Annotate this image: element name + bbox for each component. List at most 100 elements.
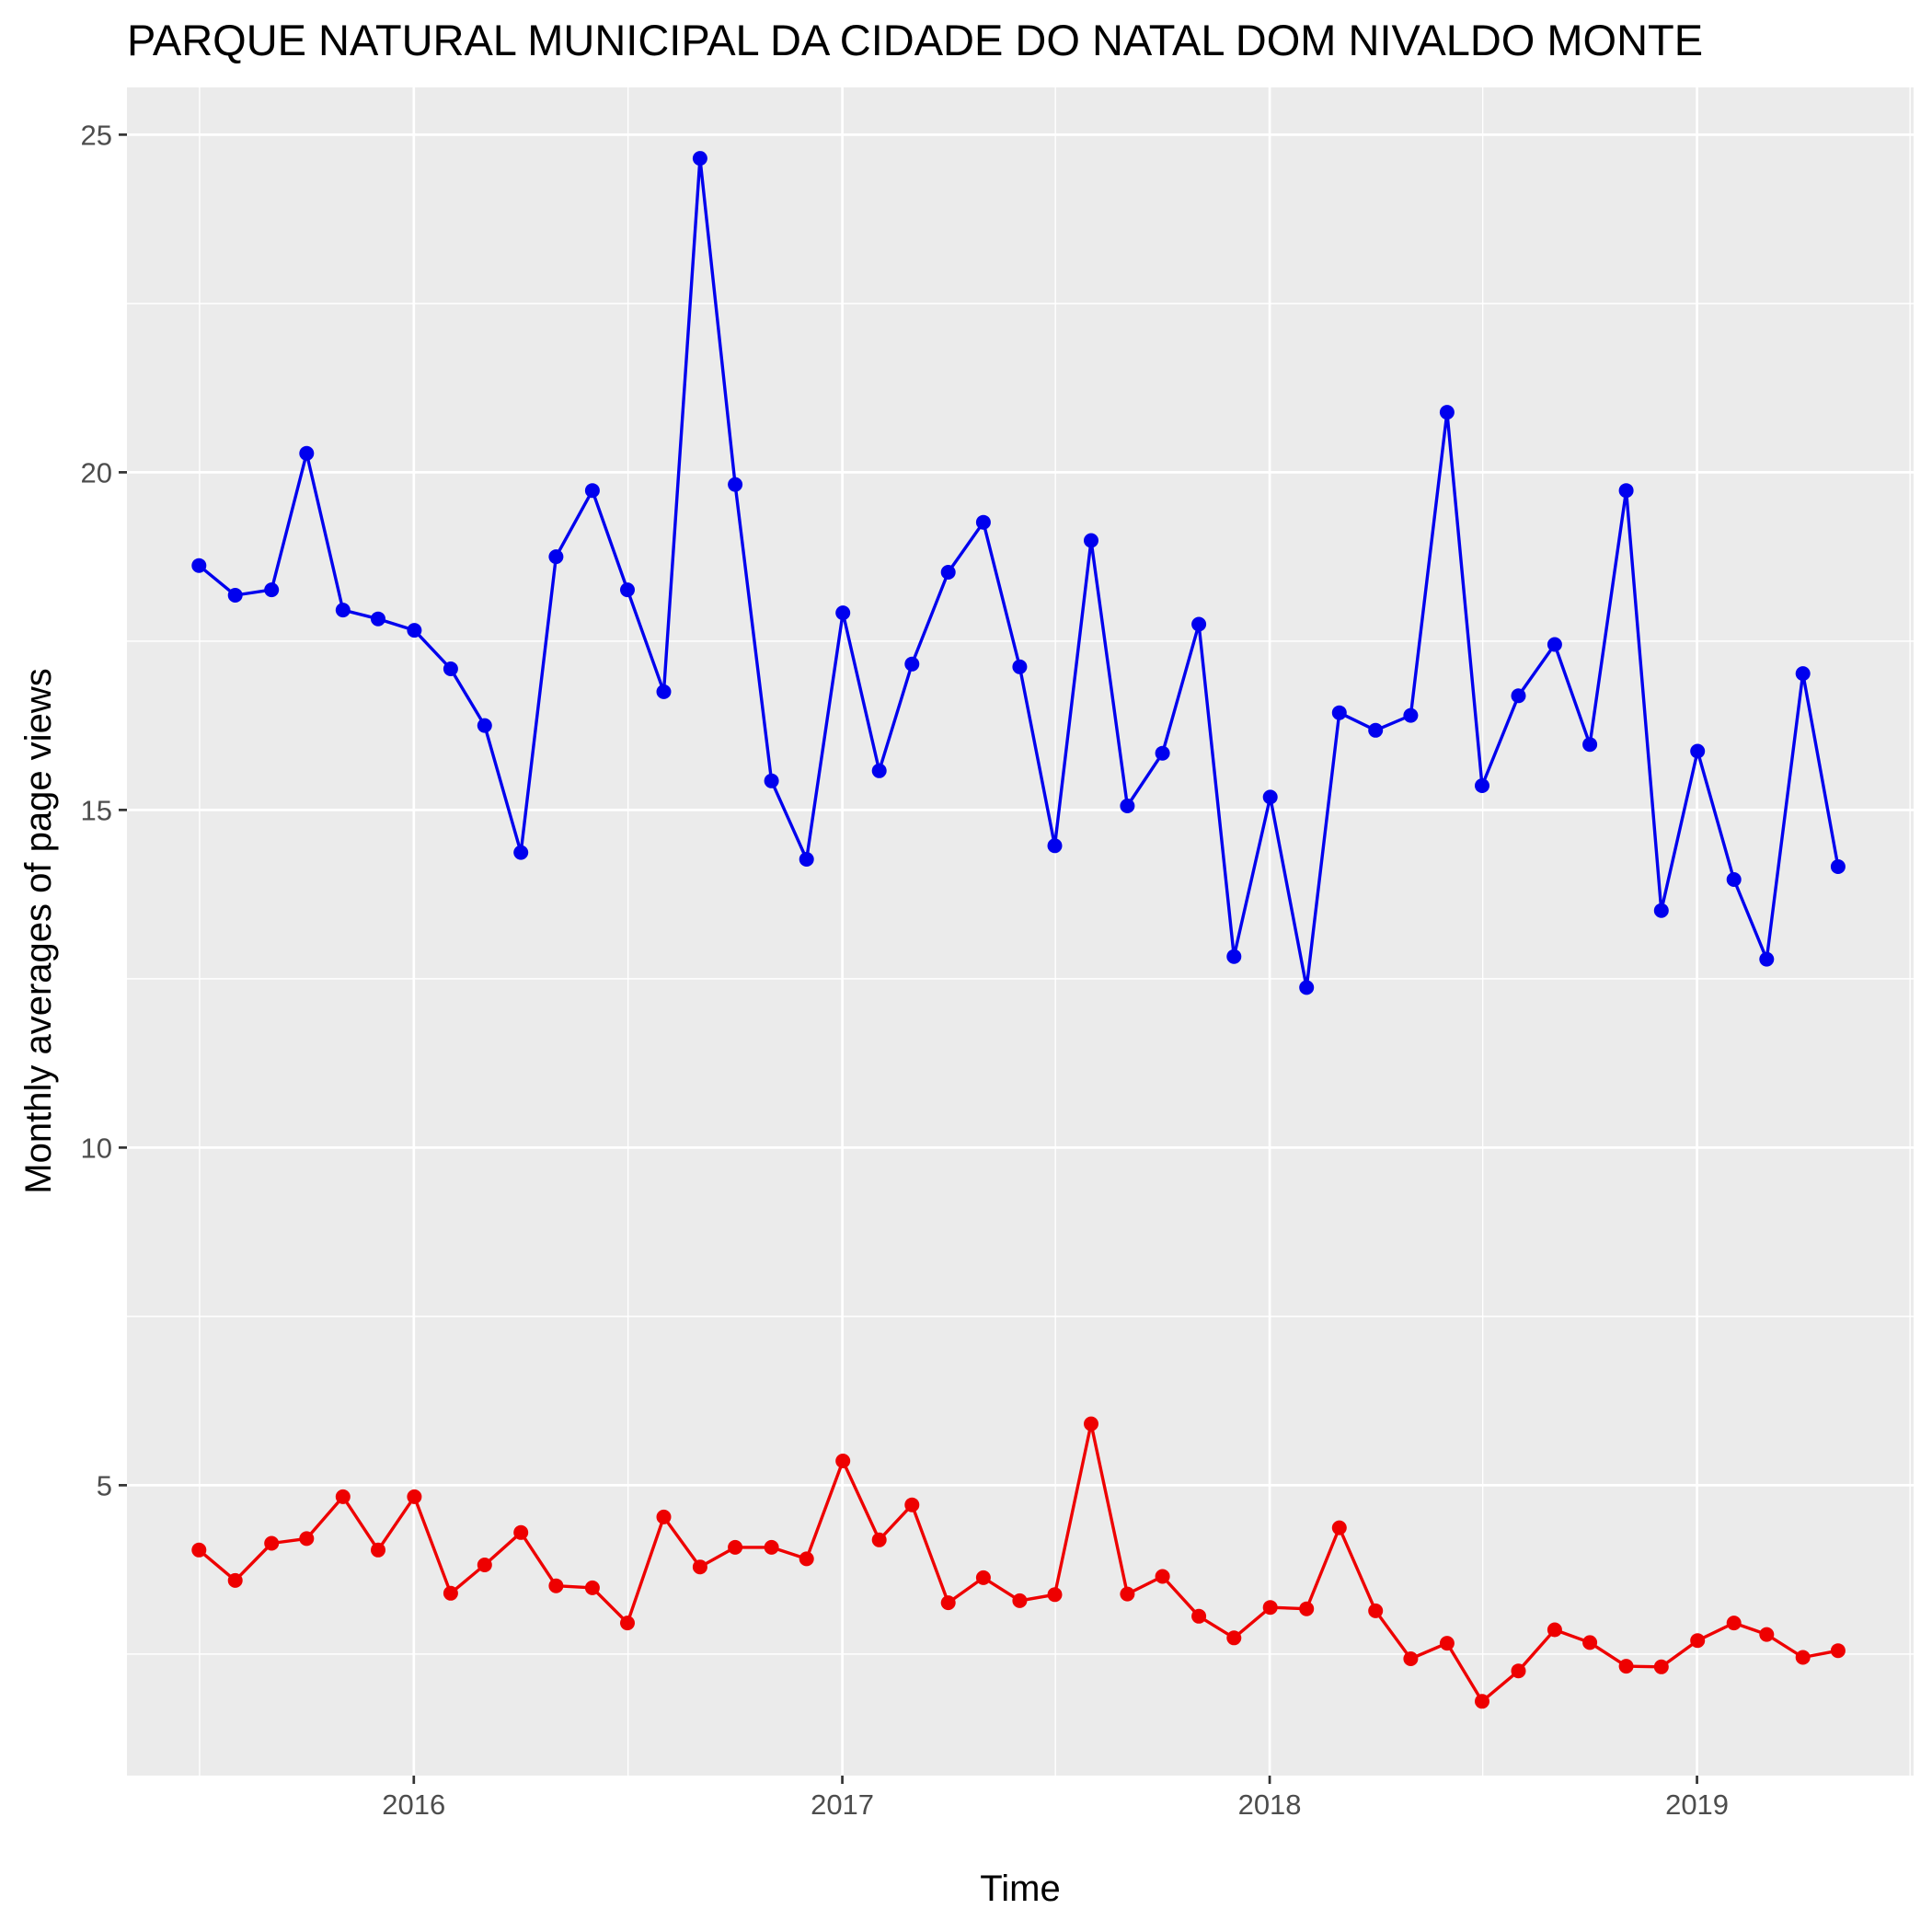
data-point xyxy=(1331,1520,1347,1535)
data-point xyxy=(1047,838,1063,854)
data-point xyxy=(1084,1416,1098,1432)
data-point xyxy=(1653,1659,1669,1674)
data-point xyxy=(692,151,707,167)
data-point xyxy=(1226,949,1242,964)
data-point xyxy=(1155,1569,1170,1584)
data-point xyxy=(1299,980,1315,995)
data-point xyxy=(1439,405,1455,420)
data-point xyxy=(264,582,280,598)
y-tick-label: 20 xyxy=(81,456,112,489)
data-point xyxy=(1191,616,1207,632)
data-point xyxy=(1475,778,1489,793)
data-point xyxy=(584,1580,600,1595)
y-tick-label: 15 xyxy=(81,794,112,826)
x-tick-label: 2019 xyxy=(1665,1788,1729,1821)
data-point xyxy=(1618,483,1634,499)
data-point xyxy=(1690,743,1706,759)
data-point xyxy=(1759,1627,1775,1642)
x-tick-label: 2017 xyxy=(811,1788,874,1821)
data-point xyxy=(1582,1635,1598,1650)
data-point xyxy=(513,845,529,860)
data-point xyxy=(1262,789,1278,805)
data-point xyxy=(764,1539,779,1555)
data-point xyxy=(975,1570,991,1585)
data-point xyxy=(1368,1603,1384,1618)
data-point xyxy=(227,588,243,603)
data-point xyxy=(548,1578,564,1593)
x-tick-label: 2018 xyxy=(1238,1788,1302,1821)
data-point xyxy=(407,623,422,638)
data-point xyxy=(764,773,779,788)
data-point xyxy=(584,483,600,499)
y-tick-label: 10 xyxy=(81,1132,112,1164)
data-point xyxy=(264,1535,280,1551)
data-point xyxy=(1759,951,1775,967)
data-point xyxy=(940,565,956,580)
data-point xyxy=(1012,1593,1028,1608)
data-point xyxy=(1795,1650,1811,1665)
data-point xyxy=(871,1532,887,1547)
data-point xyxy=(191,1542,207,1558)
data-point xyxy=(1690,1633,1706,1649)
data-point xyxy=(1511,1663,1526,1679)
data-point xyxy=(835,605,851,621)
data-point xyxy=(1084,533,1098,548)
data-point xyxy=(1511,688,1526,704)
data-point xyxy=(477,718,492,733)
data-point xyxy=(227,1572,243,1588)
data-point xyxy=(407,1489,422,1504)
data-point xyxy=(1582,737,1598,753)
data-point xyxy=(620,1616,635,1631)
data-point xyxy=(728,477,743,492)
data-point xyxy=(443,661,458,676)
x-axis: 2016 2017 2018 2019 xyxy=(382,1776,1729,1821)
data-point xyxy=(799,852,814,867)
data-point xyxy=(443,1585,458,1601)
data-point xyxy=(799,1551,814,1567)
y-axis-title: Monthly averages of page views xyxy=(18,668,59,1193)
y-tick-label: 5 xyxy=(97,1469,112,1501)
data-point xyxy=(1403,1651,1419,1666)
data-point xyxy=(1331,705,1347,720)
data-point xyxy=(1155,745,1170,761)
data-point xyxy=(728,1539,743,1555)
data-point xyxy=(477,1558,492,1572)
data-point xyxy=(1726,1616,1742,1631)
data-point xyxy=(1830,1643,1846,1659)
data-point xyxy=(335,603,351,618)
data-point xyxy=(1547,637,1562,652)
data-point xyxy=(1726,872,1742,887)
data-point xyxy=(656,684,672,699)
data-point xyxy=(513,1524,529,1540)
plot-panel xyxy=(127,87,1914,1776)
data-point xyxy=(1403,707,1419,723)
data-point xyxy=(620,582,635,598)
data-point xyxy=(548,549,564,565)
data-point xyxy=(940,1595,956,1611)
data-point xyxy=(1830,859,1846,874)
data-point xyxy=(871,763,887,778)
data-point xyxy=(1795,666,1811,682)
data-point xyxy=(1368,722,1384,738)
data-point xyxy=(1120,799,1135,813)
data-point xyxy=(1547,1622,1562,1638)
data-point xyxy=(299,445,315,461)
x-tick-label: 2016 xyxy=(382,1788,445,1821)
y-axis: 5 10 15 20 25 xyxy=(81,119,127,1501)
data-point xyxy=(1653,903,1669,918)
data-point xyxy=(1191,1608,1207,1624)
data-point xyxy=(835,1454,851,1468)
data-point xyxy=(191,558,207,573)
data-point xyxy=(1226,1630,1242,1646)
data-point xyxy=(656,1509,672,1524)
data-point xyxy=(692,1559,707,1575)
data-point xyxy=(904,1497,920,1512)
data-point xyxy=(975,514,991,530)
data-point xyxy=(904,656,920,672)
data-point xyxy=(1299,1601,1315,1616)
series-layer xyxy=(191,151,1846,1709)
data-point xyxy=(1475,1694,1489,1709)
data-point xyxy=(1047,1587,1063,1603)
chart-title: PARQUE NATURAL MUNICIPAL DA CIDADE DO NA… xyxy=(127,16,1703,64)
